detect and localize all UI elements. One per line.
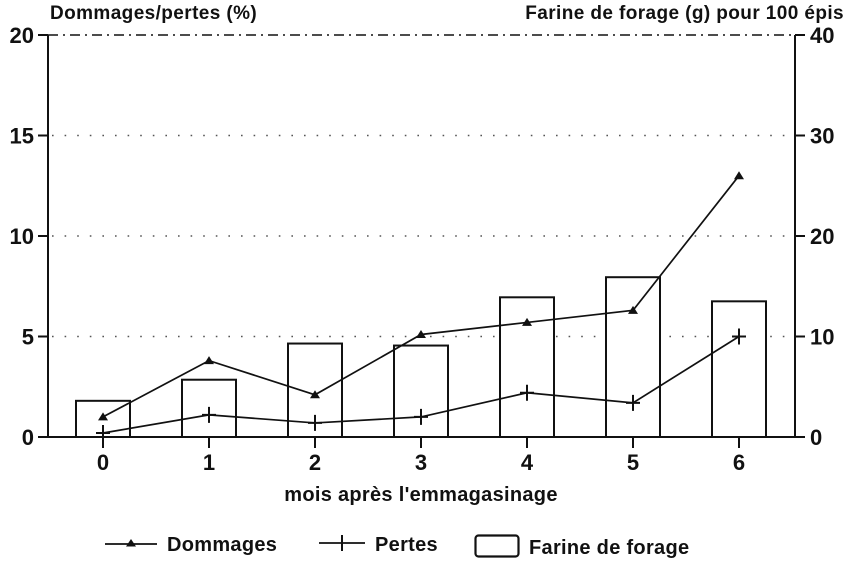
marker-plus-pertes — [414, 408, 428, 425]
left-tick-label: 10 — [10, 224, 34, 249]
marker-triangle-dommages — [628, 305, 638, 314]
legend-item-dommages: Dommages — [104, 534, 277, 557]
marker-triangle-dommages — [416, 329, 426, 338]
right-tick-label: 20 — [810, 224, 834, 249]
x-tick-label: 0 — [97, 450, 109, 475]
legend-label-pertes: Pertes — [375, 534, 438, 556]
marker-plus-pertes — [732, 328, 746, 345]
right-tick-label: 0 — [810, 425, 822, 450]
farine-bar-swatch-icon — [474, 534, 520, 563]
x-tick-label: 6 — [733, 450, 745, 475]
marker-plus-pertes — [202, 406, 216, 423]
pertes-plus-marker-icon — [318, 534, 366, 557]
right-tick-label: 40 — [810, 23, 834, 48]
dommages-line-marker-icon — [104, 535, 158, 556]
marker-plus-pertes — [520, 384, 534, 401]
x-tick-label: 4 — [521, 450, 534, 475]
marker-plus-pertes — [308, 414, 322, 431]
x-axis-label: mois après l'emmagasinage — [284, 484, 558, 506]
bar-farine-de-forage — [181, 378, 237, 438]
marker-triangle-dommages — [204, 356, 214, 365]
x-tick-label: 1 — [203, 450, 215, 475]
marker-triangle-dommages — [522, 317, 532, 326]
left-axis-title: Dommages/pertes (%) — [50, 3, 258, 24]
marker-plus-pertes — [96, 424, 110, 441]
left-tick-label: 15 — [10, 124, 34, 149]
x-tick-label: 2 — [309, 450, 321, 475]
right-tick-label: 10 — [810, 325, 834, 350]
legend-item-farine: Farine de forage — [474, 534, 689, 563]
left-tick-label: 20 — [10, 23, 34, 48]
marker-plus-pertes — [626, 394, 640, 411]
x-tick-label: 5 — [627, 450, 639, 475]
right-axis-title: Farine de forage (g) pour 100 épis — [525, 3, 844, 24]
marker-triangle-dommages — [98, 412, 108, 421]
legend-item-pertes: Pertes — [318, 534, 438, 557]
right-tick-label: 30 — [810, 124, 834, 149]
left-tick-label: 0 — [22, 425, 34, 450]
marker-triangle-dommages — [734, 171, 744, 180]
bar-farine-de-forage — [605, 276, 661, 438]
left-tick-label: 5 — [22, 325, 34, 350]
bar-farine-de-forage — [711, 300, 767, 439]
x-tick-label: 3 — [415, 450, 427, 475]
legend-label-dommages: Dommages — [167, 534, 278, 556]
marker-triangle-dommages — [310, 390, 320, 399]
legend-label-farine: Farine de forage — [529, 537, 690, 559]
